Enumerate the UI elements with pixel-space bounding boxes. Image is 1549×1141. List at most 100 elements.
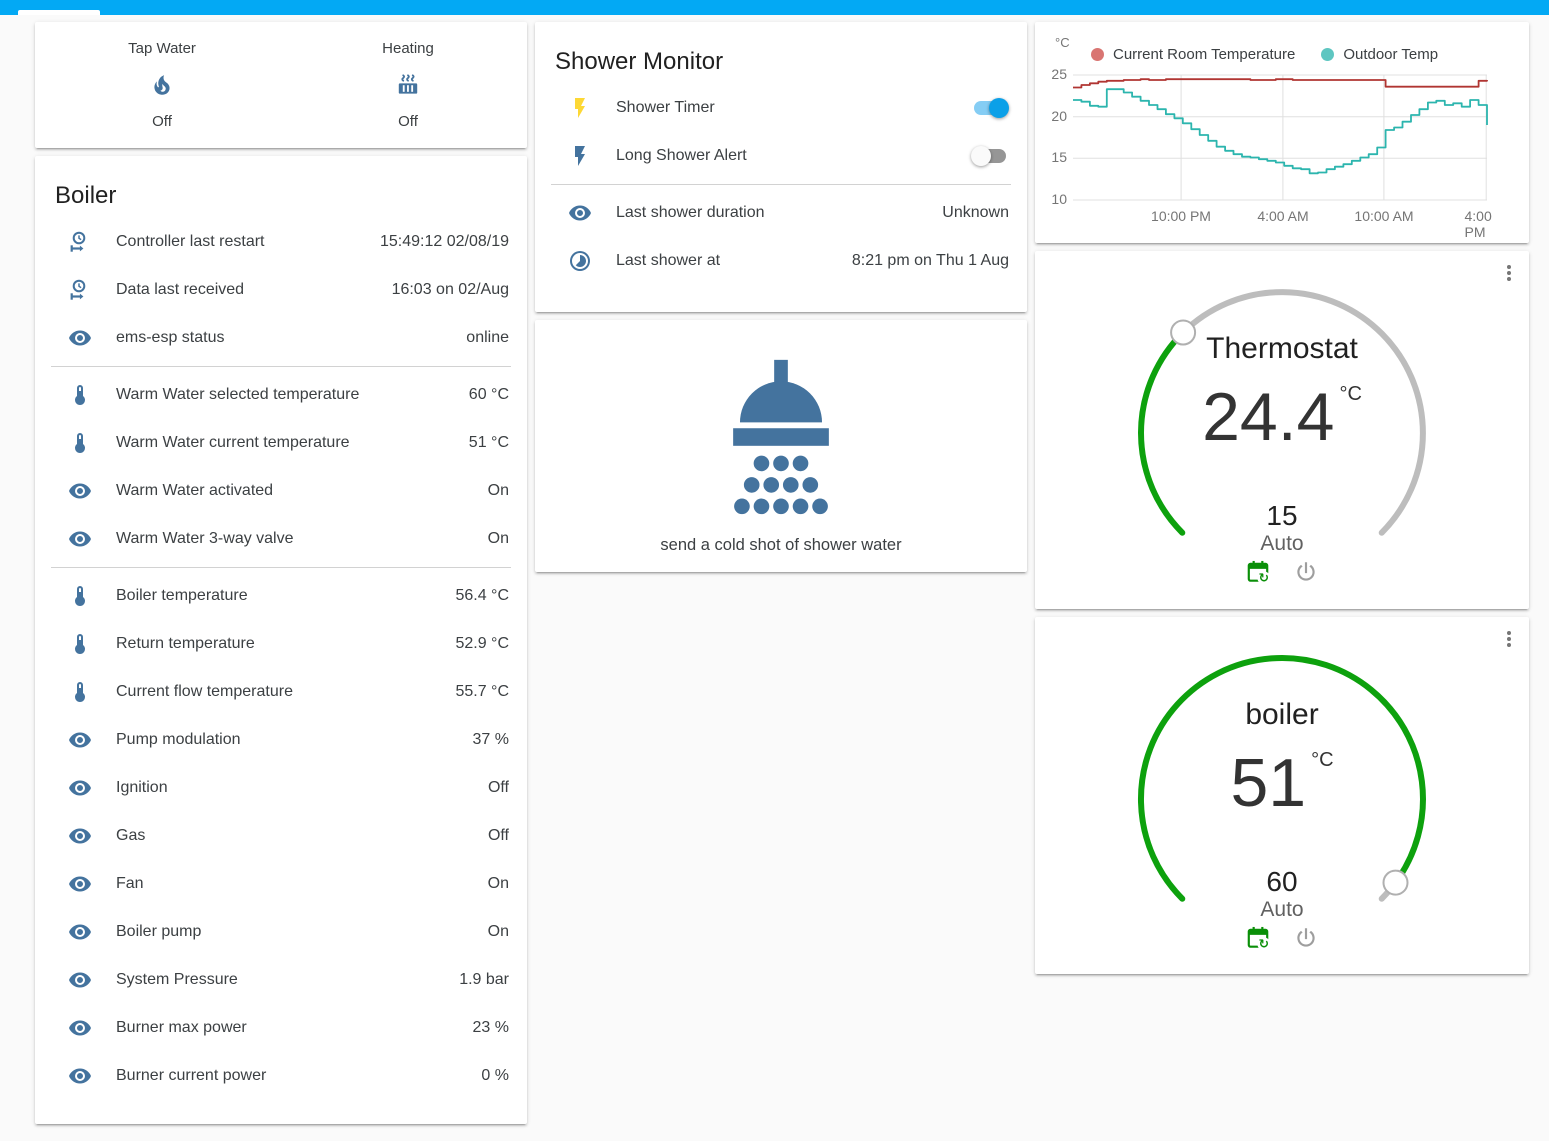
setpoint-temperature: 15 [1266, 500, 1298, 531]
entity-state: 16:03 on 02/Aug [391, 281, 509, 298]
entity-name: Last shower at [616, 252, 721, 269]
action-label: send a cold shot of shower water [660, 536, 902, 554]
more-options-icon[interactable] [1497, 627, 1521, 651]
entity-row[interactable]: Long Shower Alert [535, 132, 1027, 180]
flash-icon [568, 96, 592, 120]
eye-icon [68, 776, 92, 800]
column-left: Tap Water Off Heating Off Boiler Control… [35, 22, 527, 1124]
entity-row[interactable]: Burner current power 0 % [35, 1052, 527, 1100]
entity-state: 1.9 bar [459, 971, 509, 988]
dial-actions [1127, 559, 1437, 585]
entity-name: Pump modulation [116, 731, 241, 748]
entity-name: Warm Water activated [116, 482, 274, 499]
eye-icon [68, 1064, 92, 1088]
column-right: °C Current Room Temperature Outdoor Temp… [1035, 22, 1529, 974]
entity-row[interactable]: Gas Off [35, 812, 527, 860]
entity-row[interactable]: Warm Water activated On [35, 467, 527, 515]
entity-row[interactable]: Boiler temperature 56.4 °C [35, 572, 527, 620]
history-chart [1073, 74, 1488, 201]
calendar-sync-icon[interactable] [1245, 559, 1271, 585]
entity-state: 0 % [481, 1067, 509, 1084]
dial-handle[interactable] [1382, 869, 1409, 896]
long-shower-alert-toggle[interactable] [971, 146, 1009, 166]
entity-state: Off [487, 779, 509, 796]
entity-row[interactable]: Current flow temperature 55.7 °C [35, 668, 527, 716]
shower-timer-toggle[interactable] [971, 98, 1009, 118]
glance-item-tap-water[interactable]: Tap Water Off [128, 40, 196, 130]
dial-handle[interactable] [1170, 319, 1197, 346]
entity-row[interactable]: Boiler pump On [35, 908, 527, 956]
column-middle: Shower Monitor Shower Timer Long Shower … [535, 22, 1027, 572]
entity-row[interactable]: Burner max power 23 % [35, 1004, 527, 1052]
entity-row[interactable]: Data last received 16:03 on 02/Aug [35, 266, 527, 314]
glance-card: Tap Water Off Heating Off [35, 22, 527, 148]
eye-icon [68, 968, 92, 992]
setpoint-temperature: 60 [1266, 866, 1298, 897]
hvac-mode: Auto [1260, 898, 1304, 921]
entity-name: Fan [116, 875, 144, 892]
entity-state: On [487, 923, 509, 940]
temperature-history-card: °C Current Room Temperature Outdoor Temp… [1035, 22, 1529, 243]
entity-row[interactable]: Warm Water selected temperature 60 °C [35, 371, 527, 419]
entity-row[interactable]: Pump modulation 37 % [35, 716, 527, 764]
entity-name: Warm Water current temperature [116, 434, 350, 451]
entity-row[interactable]: Fan On [35, 860, 527, 908]
glance-label: Heating [382, 40, 434, 57]
entity-row[interactable]: Last shower duration Unknown [535, 189, 1027, 237]
entity-state: 52.9 °C [455, 635, 509, 652]
entity-state: On [487, 482, 509, 499]
entity-state: 60 °C [468, 386, 509, 403]
temperature-unit: °C [1311, 749, 1334, 771]
eye-icon [68, 527, 92, 551]
entity-row[interactable]: ems-esp status online [35, 314, 527, 362]
x-tick: 10:00 PM [1151, 208, 1211, 224]
entity-name: Boiler temperature [116, 587, 248, 604]
entity-row[interactable]: Ignition Off [35, 764, 527, 812]
dial-name: boiler [1245, 698, 1319, 731]
entity-name: Warm Water selected temperature [116, 386, 360, 403]
x-tick: 10:00 AM [1354, 208, 1414, 224]
y-tick: 25 [1051, 66, 1067, 82]
legend-item: Outdoor Temp [1321, 46, 1438, 63]
entity-name: Burner current power [116, 1067, 267, 1084]
entity-state: Unknown [942, 204, 1009, 221]
power-icon[interactable] [1293, 559, 1319, 585]
entity-row[interactable]: Last shower at 8:21 pm on Thu 1 Aug [535, 237, 1027, 285]
boiler-dial-card: boiler 51 °C 60 Auto [1035, 617, 1529, 974]
boiler-dial-slider[interactable] [1127, 644, 1437, 954]
eye-icon [68, 326, 92, 350]
glance-label: Tap Water [128, 40, 196, 57]
entity-name: Shower Timer [616, 99, 715, 116]
entity-row[interactable]: Return temperature 52.9 °C [35, 620, 527, 668]
entity-state: 56.4 °C [455, 587, 509, 604]
entity-row[interactable]: Warm Water current temperature 51 °C [35, 419, 527, 467]
thermostat-dial-slider[interactable] [1127, 278, 1437, 588]
dashboard: Tap Water Off Heating Off Boiler Control… [0, 15, 1549, 1124]
entity-row[interactable]: Warm Water 3-way valve On [35, 515, 527, 563]
temperature-unit: °C [1339, 383, 1362, 405]
entity-row[interactable]: System Pressure 1.9 bar [35, 956, 527, 1004]
current-temperature: 51 °C [1230, 745, 1334, 821]
entity-state: 51 °C [468, 434, 509, 451]
y-axis-unit: °C [1055, 35, 1070, 50]
cold-shot-action-card[interactable]: send a cold shot of shower water [535, 320, 1027, 572]
entity-row[interactable]: Controller last restart 15:49:12 02/08/1… [35, 218, 527, 266]
glance-item-heating[interactable]: Heating Off [382, 40, 434, 130]
entity-name: Long Shower Alert [616, 147, 747, 164]
calendar-sync-icon[interactable] [1245, 925, 1271, 951]
timelapse-icon [568, 249, 592, 273]
power-icon[interactable] [1293, 925, 1319, 951]
eye-icon [68, 479, 92, 503]
entity-name: System Pressure [116, 971, 238, 988]
eye-icon [68, 920, 92, 944]
thermometer-icon [68, 632, 92, 656]
card-title: Shower Monitor [555, 48, 724, 75]
more-options-icon[interactable] [1497, 261, 1521, 285]
x-tick: 4:00 PM [1464, 208, 1492, 240]
clock-start-icon [68, 278, 92, 302]
active-tab-indicator[interactable] [18, 10, 100, 15]
entity-name: Ignition [116, 779, 168, 796]
entity-row[interactable]: Shower Timer [535, 84, 1027, 132]
entity-name: Last shower duration [616, 204, 765, 221]
eye-icon [68, 872, 92, 896]
